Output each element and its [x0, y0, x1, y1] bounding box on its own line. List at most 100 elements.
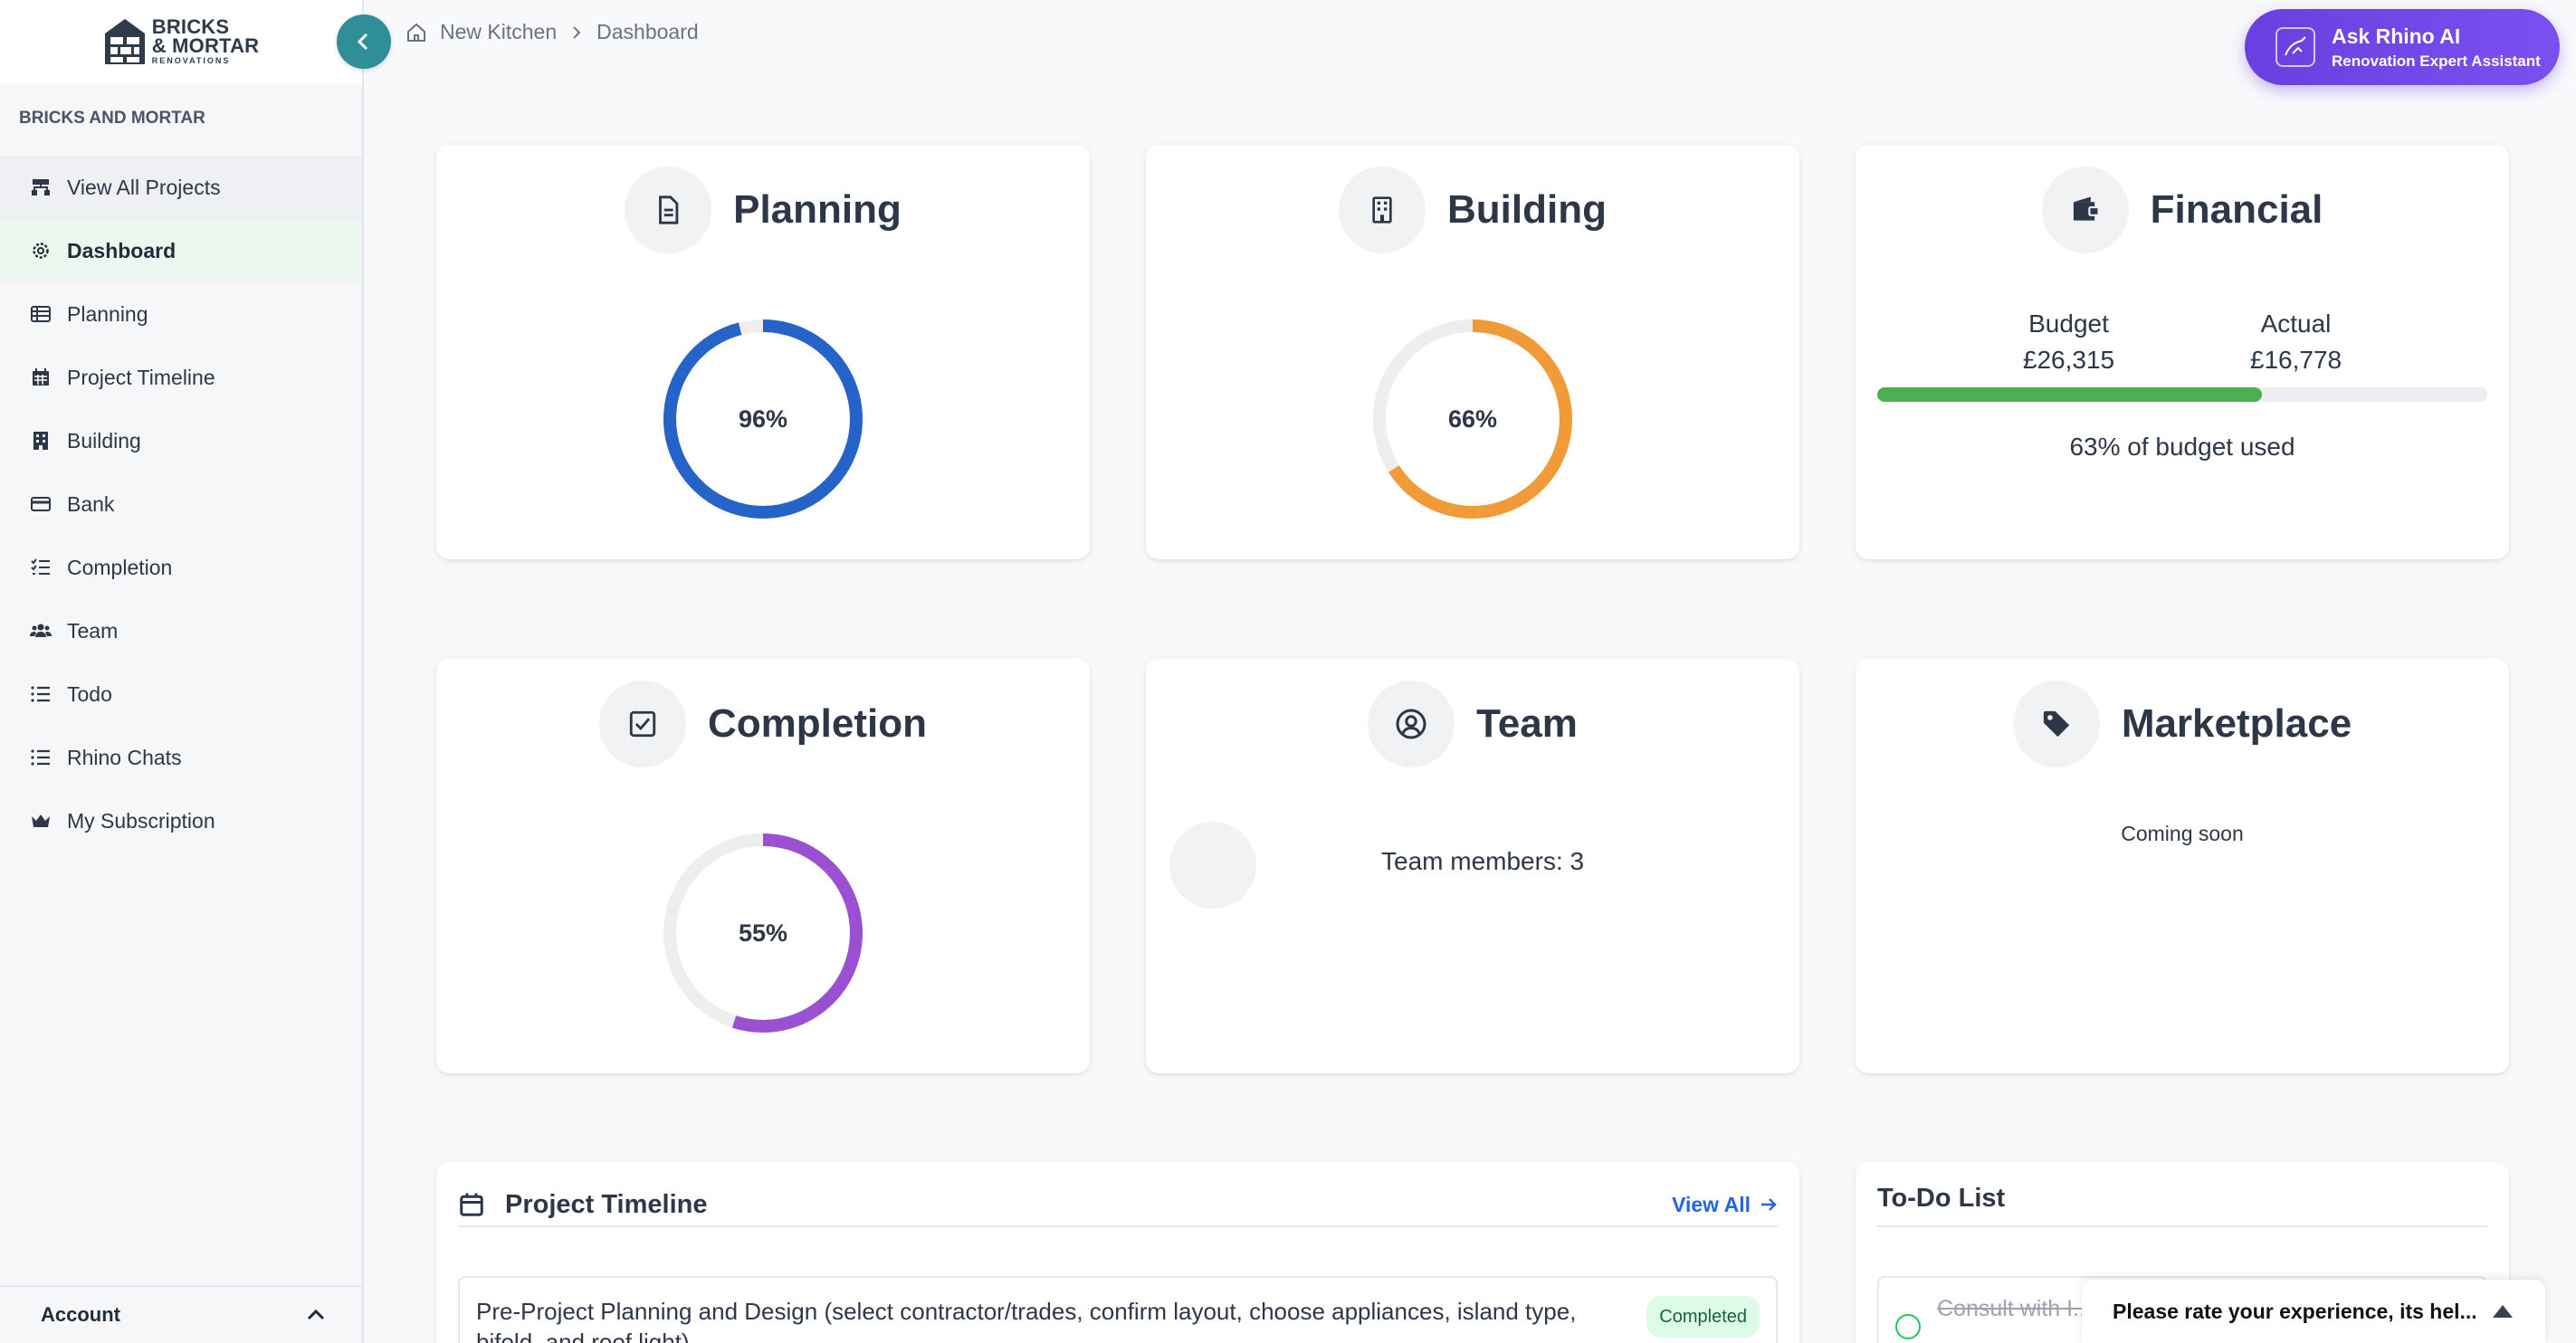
- account-menu[interactable]: Account: [0, 1285, 362, 1343]
- completion-progress-donut: 55%: [661, 831, 865, 1035]
- breadcrumb: New Kitchen Dashboard: [405, 20, 699, 44]
- calendar-icon: [460, 1193, 483, 1216]
- sidebar-item-label: Rhino Chats: [67, 745, 182, 769]
- users-icon: [29, 619, 52, 643]
- sidebar-item-building[interactable]: Building: [0, 409, 362, 472]
- avatar: [1169, 822, 1256, 909]
- timeline-item[interactable]: Pre-Project Planning and Design (select …: [458, 1276, 1778, 1343]
- sidebar-item-label: Team: [67, 618, 119, 643]
- actual-label: Actual: [2260, 310, 2332, 338]
- user-circle-icon: [1368, 681, 1455, 767]
- org-label: BRICKS AND MORTAR: [19, 109, 205, 128]
- ask-ai-title: Ask Rhino AI: [2332, 24, 2461, 48]
- building-title: Building: [1447, 187, 1607, 232]
- list-icon: [29, 682, 52, 706]
- building-icon: [29, 429, 52, 452]
- logo-line-1: BRICKS: [151, 15, 230, 38]
- tag-icon: [2012, 681, 2100, 767]
- sidebar-item-completion[interactable]: Completion: [0, 536, 362, 599]
- rating-prompt[interactable]: Please rate your experience, its hel...: [2082, 1280, 2545, 1343]
- sidebar-item-label: Completion: [67, 555, 173, 579]
- table-icon: [29, 302, 52, 326]
- planning-title: Planning: [733, 187, 902, 232]
- completion-title: Completion: [708, 701, 927, 746]
- sidebar-item-team[interactable]: Team: [0, 599, 362, 662]
- status-badge: Completed: [1646, 1296, 1760, 1338]
- ask-ai-subtitle: Renovation Expert Assistant: [2332, 52, 2541, 70]
- marketplace-status: Coming soon: [2121, 822, 2244, 845]
- chevron-left-icon: [357, 33, 368, 51]
- arrow-right-icon: [1761, 1198, 1777, 1211]
- collapse-sidebar-button[interactable]: [337, 14, 391, 69]
- building-progress-donut: 66%: [1370, 317, 1575, 521]
- team-card[interactable]: Team Team members: 3: [1146, 659, 1799, 1073]
- financial-card[interactable]: Financial Budget £26,315 Actual £16,778 …: [1856, 145, 2509, 559]
- sidebar-item-label: Dashboard: [67, 238, 177, 262]
- completion-card[interactable]: Completion 55%: [436, 659, 1090, 1073]
- wallet-icon: [2041, 167, 2129, 253]
- checklist-icon: [29, 556, 52, 579]
- team-title: Team: [1476, 701, 1578, 746]
- todo-title: To-Do List: [1877, 1184, 2487, 1227]
- sidebar-item-label: My Subscription: [67, 808, 215, 833]
- breadcrumb-project[interactable]: New Kitchen: [440, 20, 558, 43]
- timeline-title: Project Timeline: [505, 1189, 708, 1219]
- logo[interactable]: BRICKS & MORTAR RENOVATIONS: [0, 0, 362, 83]
- planning-percent: 96%: [738, 405, 788, 433]
- sidebar-item-label: Building: [67, 428, 141, 452]
- list-icon: [29, 746, 52, 769]
- timeline-item-text: Pre-Project Planning and Design (select …: [476, 1298, 1577, 1343]
- rhino-ai-icon: [2275, 27, 2315, 67]
- team-members-count: Team members: 3: [1381, 847, 1585, 875]
- logo-mark: BRICKS & MORTAR RENOVATIONS: [103, 17, 260, 66]
- crown-icon: [29, 809, 52, 833]
- chevron-right-icon: [573, 25, 581, 39]
- sidebar-item-planning[interactable]: Planning: [0, 282, 362, 346]
- sidebar-item-rhino-chats[interactable]: Rhino Chats: [0, 726, 362, 789]
- sidebar-item-todo[interactable]: Todo: [0, 662, 362, 726]
- budget-progress-bar: [1877, 387, 2487, 402]
- completion-percent: 55%: [738, 919, 788, 947]
- sidebar-item-dashboard[interactable]: Dashboard: [0, 219, 362, 282]
- ask-rhino-ai-button[interactable]: Ask Rhino AI Renovation Expert Assistant: [2245, 9, 2560, 85]
- document-icon: [625, 167, 712, 253]
- marketplace-title: Marketplace: [2121, 701, 2352, 746]
- chevron-up-icon: [307, 1309, 325, 1320]
- view-all-label: View All: [1672, 1192, 1751, 1216]
- gear-icon: [29, 239, 52, 262]
- calendar-icon: [29, 366, 52, 389]
- rating-text: Please rate your experience, its hel...: [2113, 1299, 2477, 1323]
- building-percent: 66%: [1447, 405, 1498, 433]
- account-label: Account: [41, 1303, 120, 1326]
- house-bricks-icon: [104, 19, 145, 64]
- building-icon: [1339, 167, 1426, 253]
- planning-card[interactable]: Planning 96%: [436, 145, 1090, 559]
- sidebar-item-label: Todo: [67, 681, 112, 706]
- credit-card-icon: [29, 492, 52, 516]
- view-all-link[interactable]: View All: [1672, 1193, 1778, 1217]
- financial-title: Financial: [2150, 187, 2323, 232]
- sitemap-icon: [29, 176, 52, 199]
- check-circle-icon[interactable]: [1895, 1314, 1921, 1339]
- sidebar-item-bank[interactable]: Bank: [0, 472, 362, 536]
- sidebar-item-label: Bank: [67, 491, 115, 516]
- marketplace-card[interactable]: Marketplace Coming soon: [1856, 659, 2509, 1073]
- sidebar: BRICKS & MORTAR RENOVATIONS BRICKS AND M…: [0, 0, 364, 1343]
- checkbox-icon: [599, 681, 686, 767]
- sidebar-item-view-all-projects[interactable]: View All Projects: [0, 156, 362, 219]
- logo-line-3: RENOVATIONS: [151, 56, 231, 65]
- budget-column: Budget £26,315: [2023, 306, 2114, 378]
- home-icon[interactable]: [405, 22, 427, 43]
- sidebar-item-label: Planning: [67, 301, 148, 326]
- actual-column: Actual £16,778: [2250, 306, 2342, 378]
- sidebar-item-my-subscription[interactable]: My Subscription: [0, 789, 362, 852]
- sidebar-item-project-timeline[interactable]: Project Timeline: [0, 346, 362, 409]
- expand-up-icon[interactable]: [2493, 1305, 2513, 1318]
- breadcrumb-current-page: Dashboard: [596, 20, 699, 43]
- logo-line-2: & MORTAR: [151, 34, 260, 57]
- budget-label: Budget: [2028, 310, 2109, 338]
- budget-used-text: 63% of budget used: [2069, 433, 2295, 461]
- budget-progress-fill: [1877, 387, 2262, 402]
- building-card[interactable]: Building 66%: [1146, 145, 1799, 559]
- sidebar-item-label: Project Timeline: [67, 365, 215, 389]
